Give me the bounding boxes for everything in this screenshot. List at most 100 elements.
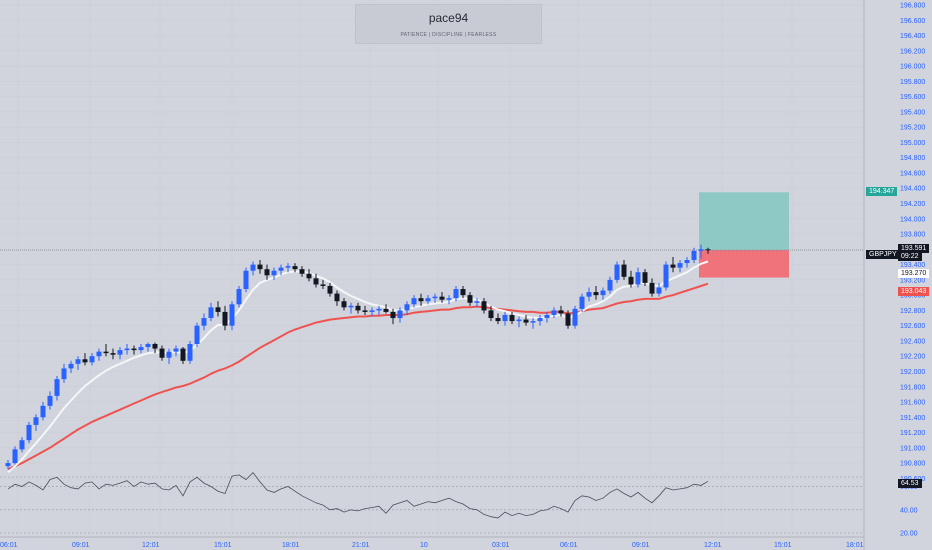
candle xyxy=(691,247,697,264)
candle-body xyxy=(474,301,480,303)
candle xyxy=(313,273,319,288)
candle xyxy=(565,310,571,329)
candle xyxy=(474,298,480,308)
candle-body xyxy=(516,319,522,322)
candle xyxy=(145,342,151,352)
candle-body xyxy=(362,310,368,312)
candle-body xyxy=(292,266,298,270)
candle-body xyxy=(306,273,312,279)
candle xyxy=(642,269,648,286)
candle xyxy=(215,301,221,317)
candle xyxy=(327,282,333,297)
candle-body xyxy=(68,363,74,369)
candle xyxy=(5,460,11,470)
candle xyxy=(131,345,137,355)
time-axis-label: 21:01 xyxy=(352,542,370,549)
candle-body xyxy=(691,250,697,261)
price-axis-label: 196.800 xyxy=(900,3,925,10)
candle xyxy=(530,318,536,329)
candle-body xyxy=(404,304,410,311)
candle-body xyxy=(243,270,249,290)
candle-body xyxy=(313,278,319,285)
candle xyxy=(411,295,417,308)
candle xyxy=(208,302,214,322)
price-axis-label: 193.200 xyxy=(900,277,925,284)
candle xyxy=(96,348,102,361)
time-axis-label: 10 xyxy=(420,542,428,549)
candle-body xyxy=(677,263,683,268)
candle-body xyxy=(215,307,221,312)
price-axis-label: 191.200 xyxy=(900,430,925,437)
candle xyxy=(418,293,424,306)
candle-body xyxy=(663,264,669,288)
candle xyxy=(460,285,466,299)
candle-body xyxy=(152,343,158,349)
candle xyxy=(257,260,263,274)
candle-body xyxy=(705,249,711,251)
candle xyxy=(103,343,109,357)
price-axis-label: 194.800 xyxy=(900,155,925,162)
candle xyxy=(334,290,340,306)
candle xyxy=(390,308,396,325)
time-axis-label: 09:01 xyxy=(632,542,650,549)
watermark-subtitle: PATIENCE | DISCIPLINE | FEARLESS xyxy=(400,32,497,38)
candle xyxy=(82,353,88,366)
candle xyxy=(89,353,95,366)
candle xyxy=(348,302,354,314)
candle xyxy=(481,298,487,314)
candle-body xyxy=(558,310,564,314)
candle xyxy=(292,263,298,273)
candle xyxy=(110,348,116,360)
candle-body xyxy=(572,308,578,326)
candle xyxy=(677,260,683,273)
time-axis[interactable]: 06:01 09:01 12:01 15:01 18:01 21:01 10 03:01 06:… xyxy=(0,542,864,549)
candle xyxy=(369,307,375,317)
candle-body xyxy=(47,395,53,406)
candle-body xyxy=(145,343,151,348)
candle xyxy=(705,247,711,254)
candle xyxy=(537,314,543,326)
price-axis-label: 192.000 xyxy=(900,369,925,376)
candle-body xyxy=(523,319,529,323)
ema-fast-line xyxy=(7,260,709,474)
rsi-line xyxy=(7,471,709,519)
price-axis-label: 193.400 xyxy=(900,262,925,269)
candle xyxy=(684,256,690,268)
candle-body xyxy=(670,264,676,268)
watermark-title: pace94 xyxy=(428,11,469,25)
candle xyxy=(614,261,620,283)
candle-body xyxy=(26,424,32,441)
candle-body xyxy=(481,301,487,311)
candle-body xyxy=(586,292,592,297)
candle-body xyxy=(12,449,18,464)
candle xyxy=(12,446,18,465)
candle-body xyxy=(656,287,662,294)
candle xyxy=(544,311,550,323)
candle-body xyxy=(173,348,179,352)
candle xyxy=(600,287,606,300)
candle xyxy=(33,414,39,432)
price-axis-label: 191.000 xyxy=(900,445,925,452)
time-axis-label: 03:01 xyxy=(492,542,510,549)
time-axis-label: 15:01 xyxy=(774,542,792,549)
candle-body xyxy=(397,310,403,319)
candle xyxy=(404,301,410,315)
candle-body xyxy=(530,321,536,323)
price-axis-label: 191.800 xyxy=(900,384,925,391)
candle-body xyxy=(61,368,67,380)
candle xyxy=(362,305,368,315)
candle-body xyxy=(453,289,459,299)
candle xyxy=(271,267,277,280)
candle-body xyxy=(544,314,550,319)
candle xyxy=(124,343,130,355)
candle xyxy=(656,282,662,297)
candle xyxy=(649,278,655,297)
ema-slow-line xyxy=(7,282,709,471)
candle-body xyxy=(208,307,214,319)
candle-body xyxy=(271,270,277,276)
candle-body xyxy=(411,298,417,305)
candle xyxy=(299,266,305,277)
candle-body xyxy=(376,308,382,311)
candle xyxy=(593,285,599,300)
